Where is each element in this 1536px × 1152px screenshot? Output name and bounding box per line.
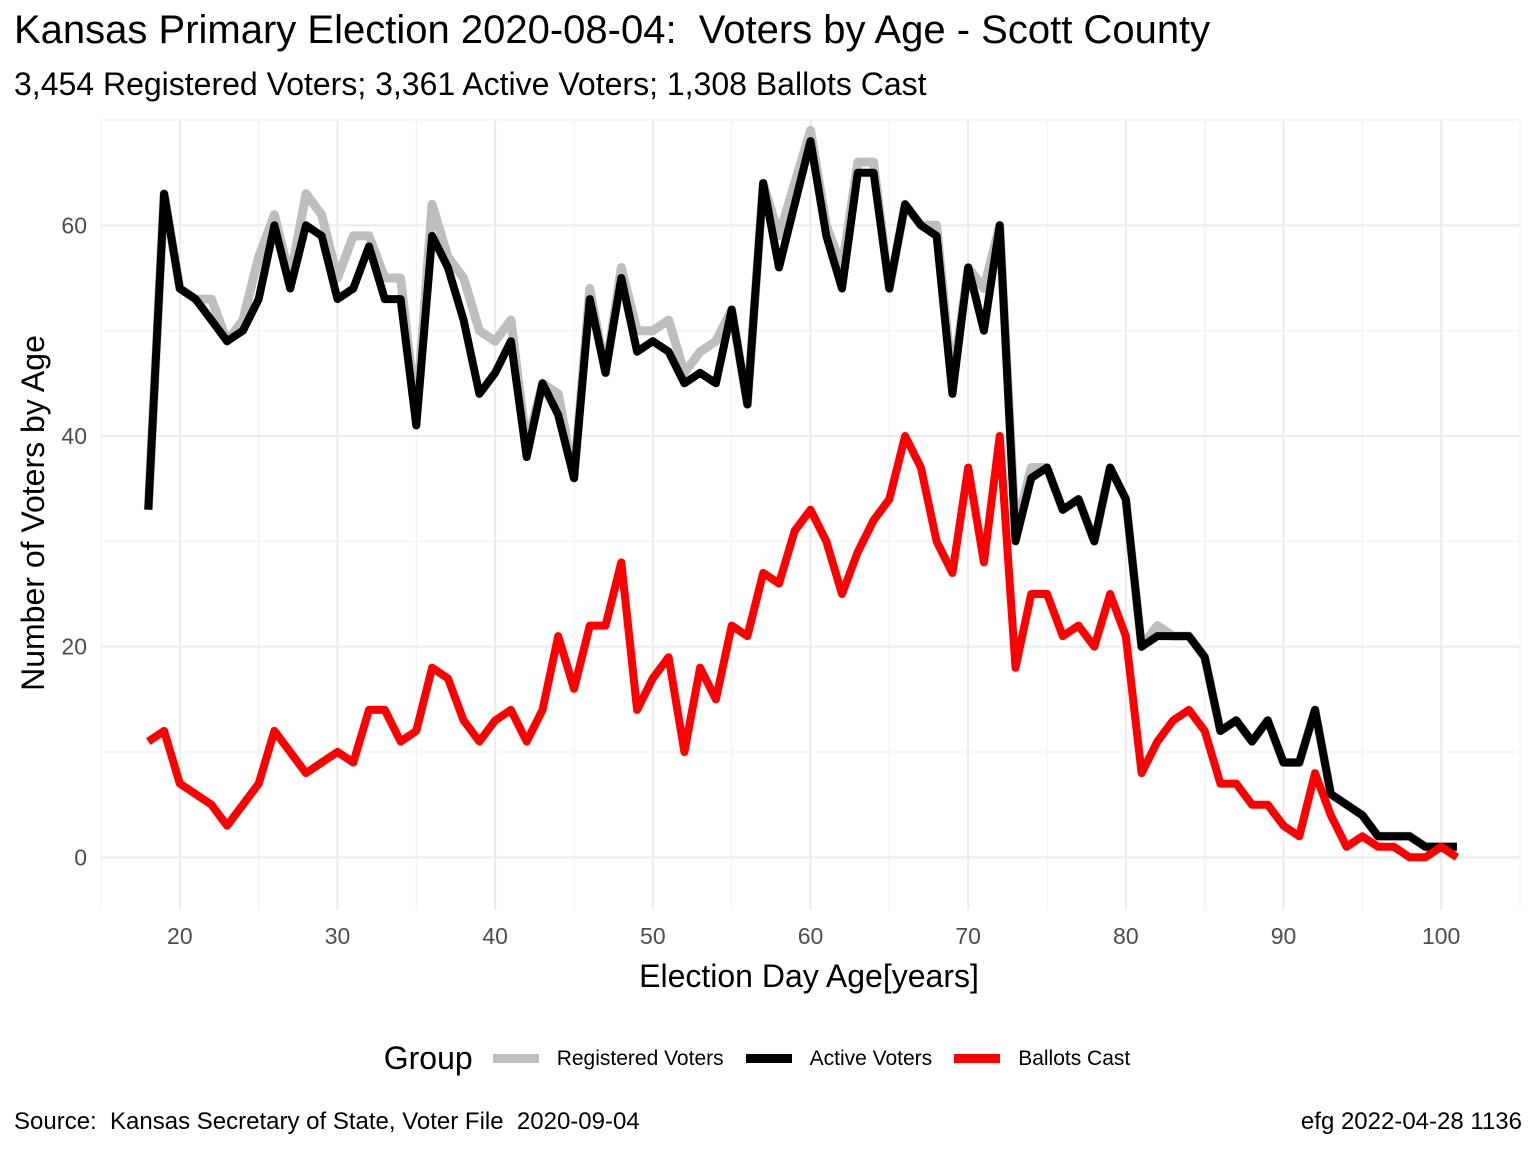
x-tick-label: 80 (1113, 923, 1139, 949)
x-tick-label: 60 (798, 923, 824, 949)
series-line-active-voters (144, 137, 1457, 851)
x-tick-label: 70 (955, 923, 981, 949)
y-tick-label: 60 (61, 212, 87, 238)
x-tick-label: 20 (167, 923, 193, 949)
legend-item-active-voters: Active Voters (745, 1046, 933, 1071)
x-axis-title: Election Day Age[years] (639, 958, 979, 994)
y-tick-label: 40 (61, 423, 87, 449)
legend-key-active-voters (745, 1054, 792, 1063)
x-tick-label: 90 (1271, 923, 1297, 949)
y-tick-label: 0 (74, 844, 87, 870)
series-layer (143, 126, 1460, 862)
legend-label-registered-voters: Registered Voters (556, 1046, 724, 1070)
legend-title: Group (383, 1040, 473, 1076)
x-tick-label: 40 (482, 923, 508, 949)
y-tick-labels: 0 20 40 60 (61, 212, 87, 870)
legend-key-registered-voters (492, 1054, 539, 1063)
line-chart: 20 30 40 50 60 70 80 90 100 0 20 40 60 Election Day… (15, 119, 1521, 994)
y-tick-label: 20 (61, 634, 87, 660)
x-tick-label: 100 (1422, 923, 1460, 949)
x-tick-label: 50 (640, 923, 666, 949)
series-line-registered-voters (143, 126, 1457, 852)
legend-label-ballots-cast: Ballots Cast (1018, 1046, 1131, 1070)
chart-title: Kansas Primary Election 2020-08-04: Vote… (14, 8, 1211, 52)
x-tick-labels: 20 30 40 50 60 70 80 90 100 (167, 923, 1460, 949)
major-gridlines (101, 120, 1520, 910)
credit-caption: efg 2022-04-28 1136 (1300, 1108, 1522, 1135)
legend-label-active-voters: Active Voters (809, 1046, 933, 1070)
legend-key-ballots-cast (954, 1054, 1001, 1063)
y-axis-title: Number of Voters by Age (15, 335, 51, 691)
legend: Group Registered Voters Active Voters Ba… (0, 1040, 1536, 1077)
chart-subtitle: 3,454 Registered Voters; 3,361 Active Vo… (14, 66, 927, 102)
series-line-ballots-cast (146, 432, 1460, 862)
x-tick-label: 30 (325, 923, 351, 949)
source-caption: Source: Kansas Secretary of State, Voter… (14, 1108, 640, 1135)
legend-item-ballots-cast: Ballots Cast (954, 1047, 1130, 1071)
legend-item-registered-voters: Registered Voters (492, 1046, 724, 1071)
